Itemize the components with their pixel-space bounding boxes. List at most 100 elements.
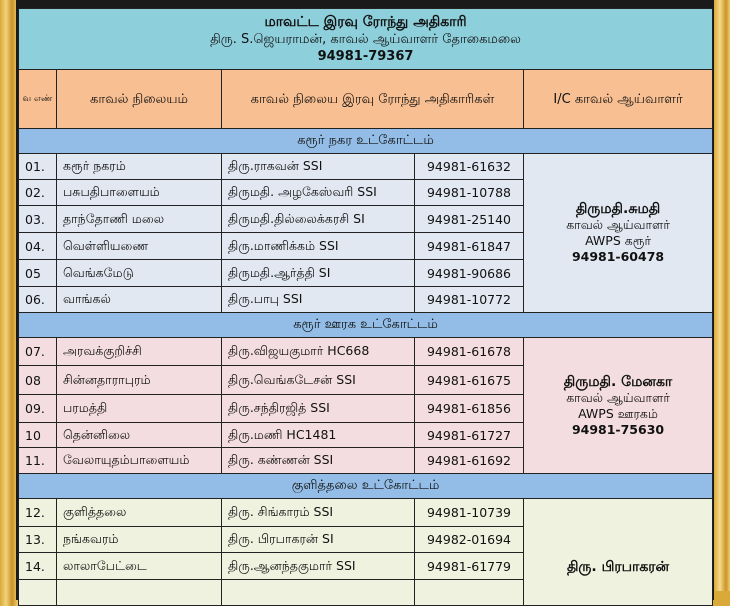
phone-cell: 94981-61632 xyxy=(414,153,524,180)
phone-cell: 94981-61675 xyxy=(414,365,524,395)
title-heading: மாவட்ட இரவு ரோந்து அதிகாரி xyxy=(264,13,467,30)
sno-cell: 14. xyxy=(18,552,57,580)
sno-cell: 10 xyxy=(18,422,57,448)
section-heading: கரூர் நகர உட்கோட்டம் xyxy=(17,128,714,154)
phone-cell: 94981-90686 xyxy=(414,259,524,287)
ic-phone: 94981-60478 xyxy=(571,249,665,264)
table-row: 11. வேலாயுதம்பாளையம் திரு. கண்ணன் SSI 94981… xyxy=(18,447,713,474)
officer-cell: திரு.ராகவன் SSI xyxy=(221,153,415,180)
title-row: மாவட்ட இரவு ரோந்து அதிகாரி திரு. S.ஜெயரா… xyxy=(17,8,714,70)
station-cell: லாலாபேட்டை xyxy=(56,552,222,580)
phone-cell: 94981-61692 xyxy=(414,447,524,474)
header-officer: காவல் நிலைய இரவு ரோந்து அதிகாரிகள் xyxy=(221,69,524,129)
phone-cell: 94981-61856 xyxy=(414,394,524,423)
ic-inspector-cell: திருமதி.சுமதி காவல் ஆய்வாளர் AWPS கரூர் 949… xyxy=(522,153,714,313)
officer-cell: திரு.பாபு SSI xyxy=(221,286,415,313)
section-heading: குளித்தலை உட்கோட்டம் xyxy=(17,473,714,499)
table-row: 07. அரவக்குறிச்சி திரு.விஜயகுமார் HC668 949… xyxy=(18,337,714,474)
sno-cell: 12. xyxy=(18,498,57,527)
header-ic: I/C காவல் ஆய்வாளர் xyxy=(522,69,714,129)
phone-cell: 94981-25140 xyxy=(414,205,524,233)
sno-cell: 04. xyxy=(18,232,57,260)
phone-cell: 94982-01694 xyxy=(414,526,524,553)
ic-designation: காவல் ஆய்வாளர் xyxy=(566,389,670,405)
ic-unit: AWPS கரூர் xyxy=(585,233,651,248)
phone-cell: 94981-61727 xyxy=(414,422,524,448)
header-station: காவல் நிலையம் xyxy=(56,69,222,129)
sno-cell: 09. xyxy=(18,394,57,423)
table-row: 04. வெள்ளியணை திரு.மாணிக்கம் SSI 94981-6184… xyxy=(18,232,713,260)
station-cell: வேலாயுதம்பாளையம் xyxy=(56,447,222,474)
station-cell: நங்கவரம் xyxy=(56,526,222,553)
ic-name: திருமதி.சுமதி xyxy=(575,201,661,217)
header-row: வ எண் காவல் நிலையம் காவல் நிலைய இரவு ரோந… xyxy=(18,69,714,129)
phone-cell: 94981-61678 xyxy=(414,337,524,366)
title-phone: 94981-79367 xyxy=(317,48,414,64)
sno-cell: 11. xyxy=(18,447,57,474)
table-row: 05 வெங்கமேடு திருமதி.ஆர்த்தி SI 94981-90686 xyxy=(18,259,713,287)
table-row: 12. குளித்தலை திரு. சிங்காரம் SSI 94981-107… xyxy=(18,498,714,606)
patrol-officers-table: மாவட்ட இரவு ரோந்து அதிகாரி திரு. S.ஜெயரா… xyxy=(17,8,714,606)
sno-cell: 07. xyxy=(18,337,57,366)
ic-phone: 94981-75630 xyxy=(571,421,665,437)
officer-cell: திருமதி.தில்லைக்கரசி SI xyxy=(221,205,415,233)
station-cell: தென்னிலை xyxy=(56,422,222,448)
sno-cell xyxy=(18,579,57,606)
station-cell: வெங்கமேடு xyxy=(56,259,222,287)
sno-cell: 13. xyxy=(18,526,57,553)
station-cell: அரவக்குறிச்சி xyxy=(56,337,222,366)
station-cell: சின்னதாராபுரம் xyxy=(56,365,222,395)
officer-cell: திரு. பிரபாகரன் SI xyxy=(221,526,415,553)
station-cell: பரமத்தி xyxy=(56,394,222,423)
station-cell: பசுபதிபாளையம் xyxy=(56,179,222,206)
officer-cell: திருமதி.ஆர்த்தி SI xyxy=(221,259,415,287)
table-row: 03. தாந்தோணி மலை திருமதி.தில்லைக்கரசி SI 94… xyxy=(18,205,713,233)
ic-inspector-cell: திருமதி. மேனகா காவல் ஆய்வாளர் AWPS ஊரகம் 94… xyxy=(522,337,714,474)
officer-cell: திரு.ஆனந்தகுமார் SSI xyxy=(221,552,415,580)
title-officer: திரு. S.ஜெயராமன், காவல் ஆய்வாளர் தோகைமலை xyxy=(210,31,521,47)
officer-cell xyxy=(221,579,415,606)
table-row: 01. கரூர் நகரம் திரு.ராகவன் SSI 94981-61632… xyxy=(18,153,714,313)
ic-name: திரு. பிரபாகரன் xyxy=(566,559,670,575)
ic-unit: AWPS ஊரகம் xyxy=(578,405,658,421)
phone-cell: 94981-61847 xyxy=(414,232,524,260)
sno-cell: 01. xyxy=(18,153,57,180)
officer-cell: திரு. சிங்காரம் SSI xyxy=(221,498,415,527)
table-row: 10 தென்னிலை திரு.மணி HC1481 94981-61727 xyxy=(18,422,713,448)
table-row: 02. பசுபதிபாளையம் திருமதி. அழகேஸ்வரி SSI 94… xyxy=(18,179,713,206)
station-cell: வாங்கல் xyxy=(56,286,222,313)
phone-cell: 94981-10739 xyxy=(414,498,524,527)
sno-cell: 05 xyxy=(18,259,57,287)
section-row: கரூர் நகர உட்கோட்டம் xyxy=(17,128,714,154)
officer-cell: திரு.மணி HC1481 xyxy=(221,422,415,448)
ic-name: திருமதி. மேனகா xyxy=(563,373,673,390)
phone-cell: 94981-10788 xyxy=(414,179,524,206)
officer-cell: திரு.விஜயகுமார் HC668 xyxy=(221,337,415,366)
station-cell: வெள்ளியணை xyxy=(56,232,222,260)
station-cell: கரூர் நகரம் xyxy=(56,153,222,180)
ic-inspector-cell: திரு. பிரபாகரன் xyxy=(522,498,714,606)
sno-cell: 03. xyxy=(18,205,57,233)
officer-cell: திரு.வெங்கடேசன் SSI xyxy=(221,365,415,395)
section-heading: கரூர் ஊரக உட்கோட்டம் xyxy=(17,312,714,338)
table-row: 13. நங்கவரம் திரு. பிரபாகரன் SI 94982-01694 xyxy=(18,526,713,553)
officer-cell: திருமதி. அழகேஸ்வரி SSI xyxy=(221,179,415,206)
sno-cell: 02. xyxy=(18,179,57,206)
officer-cell: திரு. கண்ணன் SSI xyxy=(221,447,415,474)
sno-cell: 08 xyxy=(18,365,57,395)
ic-designation: காவல் ஆய்வாளர் xyxy=(566,217,670,232)
section-row: கரூர் ஊரக உட்கோட்டம் xyxy=(17,312,714,338)
table-row: 14. லாலாபேட்டை திரு.ஆனந்தகுமார் SSI 94981-6… xyxy=(18,552,713,580)
station-cell xyxy=(56,579,222,606)
header-sno: வ எண் xyxy=(18,69,57,129)
sno-cell: 06. xyxy=(18,286,57,313)
station-cell: குளித்தலை xyxy=(56,498,222,527)
phone-cell: 94981-10772 xyxy=(414,286,524,313)
phone-cell: 94981-61779 xyxy=(414,552,524,580)
section-row: குளித்தலை உட்கோட்டம் xyxy=(17,473,714,499)
officer-cell: திரு.சந்திரஜித் SSI xyxy=(221,394,415,423)
title-cell: மாவட்ட இரவு ரோந்து அதிகாரி திரு. S.ஜெயரா… xyxy=(17,8,714,70)
gold-border-right xyxy=(714,0,730,591)
station-cell: தாந்தோணி மலை xyxy=(56,205,222,233)
officer-cell: திரு.மாணிக்கம் SSI xyxy=(221,232,415,260)
